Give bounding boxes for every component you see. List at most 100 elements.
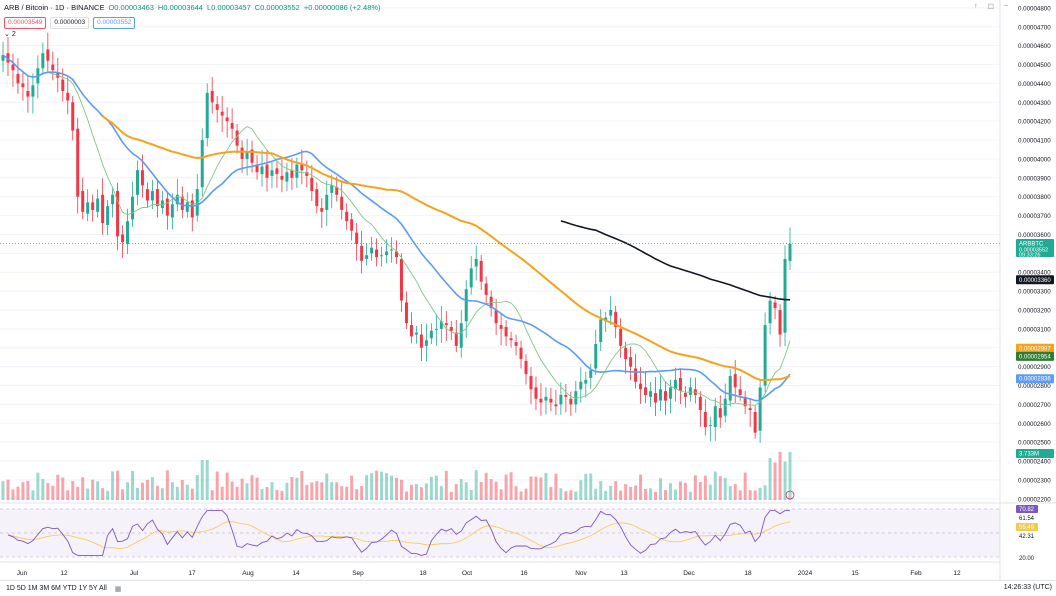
volume-bar bbox=[345, 486, 349, 500]
time-tick-label: 18 bbox=[419, 570, 427, 577]
volume-bar bbox=[663, 490, 667, 500]
candle-body bbox=[1, 55, 5, 61]
price-tick-label: 0.00002900 bbox=[1018, 364, 1051, 371]
volume-bar bbox=[693, 475, 697, 500]
volume-bar bbox=[290, 477, 294, 500]
price-axis-label: 0.00002836 bbox=[1019, 377, 1051, 383]
candle-body bbox=[409, 325, 413, 337]
candle-body bbox=[71, 102, 75, 131]
candle-body bbox=[126, 221, 130, 244]
candle-body bbox=[713, 406, 717, 428]
volume-bar bbox=[668, 483, 672, 500]
candle-body bbox=[668, 387, 672, 399]
candle-body bbox=[658, 389, 662, 401]
price-tick-label: 0.00002700 bbox=[1018, 402, 1051, 409]
candle-body bbox=[150, 191, 154, 201]
candle-body bbox=[275, 168, 279, 175]
symbol-title[interactable]: ARB / Bitcoin · 1D · BINANCE bbox=[4, 3, 105, 12]
volume-bar bbox=[444, 470, 448, 500]
candle-body bbox=[624, 347, 628, 360]
volume-bar bbox=[424, 483, 428, 500]
volume-bar bbox=[240, 478, 244, 500]
volume-bar bbox=[41, 479, 45, 500]
volume-bar bbox=[634, 485, 638, 500]
volume-bar bbox=[599, 481, 603, 500]
price-axis-sublabel: 0.00003552 bbox=[1019, 248, 1048, 254]
volume-bar bbox=[738, 490, 742, 500]
volume-bar bbox=[429, 476, 433, 500]
indicators-toggle[interactable]: ⌄ 2 bbox=[4, 30, 16, 38]
candle-body bbox=[474, 258, 478, 267]
volume-bar bbox=[310, 482, 314, 500]
price-axis-label-bg bbox=[1016, 448, 1054, 458]
candle-body bbox=[91, 202, 95, 210]
candle-body bbox=[285, 172, 289, 182]
candle-body bbox=[145, 189, 149, 201]
volume-bar bbox=[519, 491, 523, 500]
volume-bar bbox=[56, 474, 60, 500]
ohlc-open: O0.00003463 bbox=[108, 3, 154, 12]
candle-body bbox=[678, 377, 682, 392]
volume-bar bbox=[678, 481, 682, 500]
candle-body bbox=[619, 328, 623, 346]
candle-body bbox=[524, 360, 528, 375]
candle-body bbox=[46, 49, 50, 61]
calendar-icon[interactable]: ▦ bbox=[114, 585, 122, 593]
volume-bar bbox=[250, 475, 254, 500]
candle-body bbox=[21, 83, 25, 88]
volume-bar bbox=[205, 460, 209, 500]
volume-bar bbox=[285, 482, 289, 500]
candle-body bbox=[165, 198, 169, 216]
utc-clock[interactable]: 14:26:33 (UTC) bbox=[1003, 584, 1052, 591]
candle-body bbox=[654, 393, 658, 403]
bottom-toolbar: 1D 5D 1M 3M 6M YTD 1Y 5Y All ▦ 14:26:33 … bbox=[0, 580, 1056, 596]
candle-body bbox=[395, 251, 398, 258]
volume-bar bbox=[708, 484, 712, 500]
candle-body bbox=[245, 151, 249, 159]
price-axis-label-bg bbox=[1016, 343, 1054, 353]
volume-bar bbox=[335, 482, 339, 500]
candle-body bbox=[494, 309, 498, 324]
price-chart[interactable]: 0.00004800 0.00004700 0.00004600 0.00004500… bbox=[0, 0, 1056, 580]
volume-bar bbox=[21, 482, 25, 500]
volume-bar bbox=[649, 488, 653, 500]
volume-bar bbox=[629, 486, 633, 500]
volume-bar bbox=[489, 479, 493, 500]
candle-body bbox=[728, 376, 732, 401]
time-tick-label: 14 bbox=[292, 570, 300, 577]
candle-body bbox=[778, 309, 782, 335]
rsi-label-bg bbox=[1016, 523, 1038, 531]
volume-bar bbox=[210, 490, 214, 500]
volume-bar bbox=[404, 491, 408, 500]
candle-body bbox=[385, 251, 389, 256]
timeframe-buttons[interactable]: 1D 5D 1M 3M 6M YTD 1Y 5Y All bbox=[6, 585, 107, 592]
maximize-icon[interactable]: ☐ bbox=[987, 4, 994, 11]
volume-bar bbox=[569, 490, 573, 500]
ask-price-box[interactable]: 0.00003552 bbox=[93, 16, 136, 29]
time-tick-label: 16 bbox=[520, 570, 528, 577]
chart-legend: ARB / Bitcoin · 1D · BINANCE O0.00003463… bbox=[4, 2, 381, 14]
volume-bar bbox=[245, 483, 249, 500]
volume-bar bbox=[265, 487, 269, 500]
price-tick-label: 0.00003300 bbox=[1018, 289, 1051, 296]
candle-body bbox=[190, 200, 194, 218]
minus-icon[interactable]: − bbox=[1003, 3, 1008, 10]
arrow-up-icon[interactable]: ↑ bbox=[974, 3, 978, 10]
candle-body bbox=[106, 206, 110, 226]
volume-bar bbox=[180, 479, 184, 500]
bid-price-box[interactable]: 0.00003549 bbox=[4, 16, 47, 29]
volume-bar bbox=[579, 480, 583, 500]
candle-body bbox=[763, 325, 767, 386]
candle-body bbox=[210, 90, 214, 103]
rsi-axis-label: 42.31 bbox=[1019, 534, 1035, 540]
candle-body bbox=[220, 111, 224, 116]
volume-bar bbox=[380, 471, 384, 500]
volume-bar bbox=[474, 470, 478, 500]
candle-body bbox=[569, 398, 573, 405]
candle-body bbox=[81, 191, 85, 212]
price-tick-label: 0.00004800 bbox=[1018, 5, 1051, 12]
candle-body bbox=[116, 191, 120, 237]
price-tick-label: 0.00004000 bbox=[1018, 156, 1051, 163]
volume-bar bbox=[190, 488, 194, 500]
candle-body bbox=[703, 411, 707, 428]
